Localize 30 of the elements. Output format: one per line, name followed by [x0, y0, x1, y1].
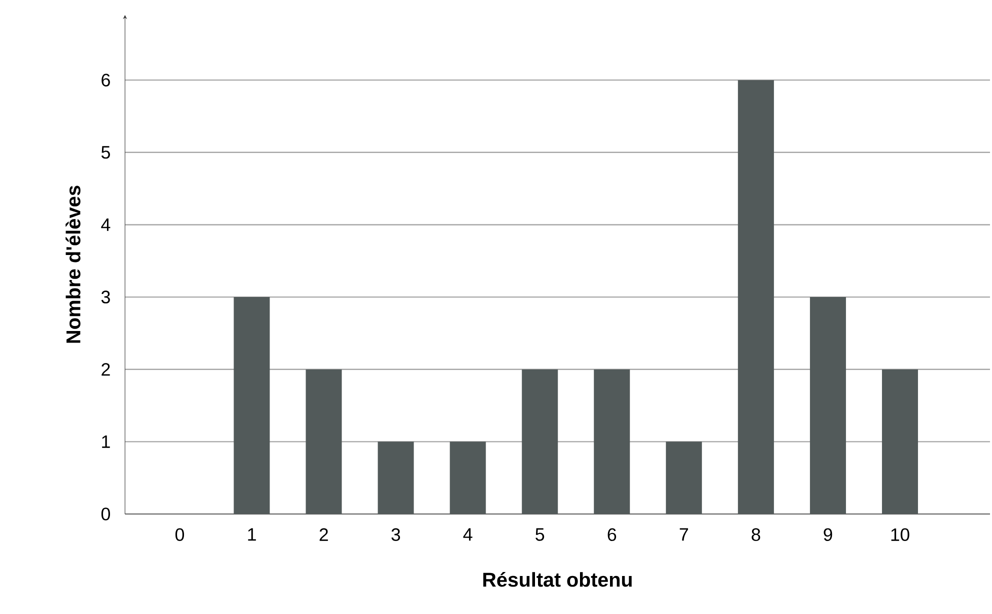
bar	[522, 369, 558, 514]
y-tick-label: 3	[101, 290, 110, 304]
x-tick-label: 0	[175, 528, 184, 541]
y-tick-label: 5	[101, 146, 110, 159]
y-tick-label: 6	[102, 74, 110, 86]
y-axis-title: Nombre d'élèves	[66, 186, 80, 343]
x-tick-label: 7	[680, 528, 688, 541]
x-tick-label: 8	[752, 528, 760, 541]
bar	[306, 369, 342, 514]
bar	[738, 80, 774, 514]
y-tick-label: 1	[102, 435, 110, 448]
y-tick-label: 2	[102, 363, 110, 376]
bar	[378, 442, 414, 514]
x-tick-label: 2	[320, 528, 328, 541]
x-tick-label: 6	[608, 528, 616, 541]
y-tick-label: 4	[101, 218, 110, 231]
bar	[666, 442, 702, 514]
x-tick-label: 4	[463, 528, 472, 541]
bar	[234, 297, 270, 514]
bar	[882, 369, 918, 514]
x-tick-label: 9	[824, 528, 832, 541]
bar	[450, 442, 486, 514]
y-tick-label: 0	[101, 508, 110, 520]
x-tick-label: 3	[391, 528, 400, 541]
bar	[594, 369, 630, 514]
bar	[810, 297, 846, 514]
x-tick-label: 1	[248, 528, 256, 541]
x-tick-label: 10	[891, 528, 910, 541]
x-axis-title: Résultat obtenu	[483, 572, 632, 587]
x-tick-label: 5	[536, 528, 544, 541]
